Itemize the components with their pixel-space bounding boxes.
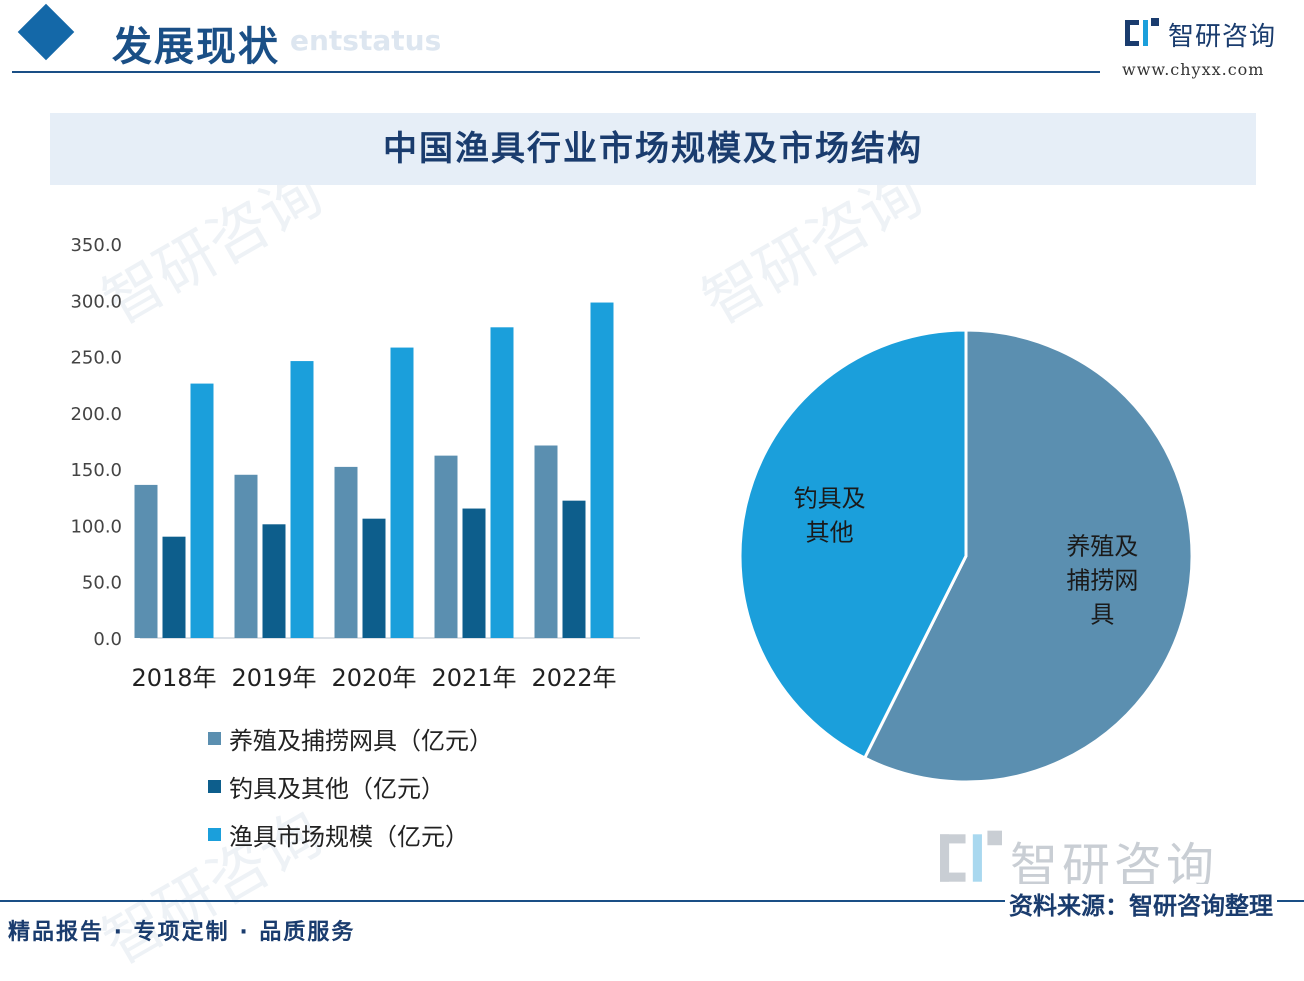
x-tick-label: 2022年: [531, 664, 616, 692]
bar-2: [362, 518, 386, 638]
pie-slice-label: 养殖及捕捞网具: [1066, 532, 1138, 628]
pie-chart: 养殖及捕捞网具 钓具及其他: [738, 328, 1194, 784]
bar-3: [290, 361, 314, 638]
section-subtitle: entstatus: [290, 24, 442, 57]
x-tick-label: 2018年: [131, 664, 216, 692]
bar-3: [190, 383, 214, 638]
bar-3: [590, 302, 614, 638]
header-divider: [12, 71, 1100, 73]
bar-2: [462, 508, 486, 638]
brand-name: 智研咨询: [1168, 22, 1277, 52]
legend-item: 渔具市场规模（亿元）: [208, 810, 493, 858]
chart-title: 中国渔具行业市场规模及市场结构: [383, 129, 923, 169]
bar-chart: 0.0 50.0 100.0 150.0 200.0 250.0 300.0 350.0 201…: [70, 235, 640, 692]
x-tick-label: 2019年: [231, 664, 316, 692]
bar-1: [334, 466, 358, 638]
chart-title-band: [50, 113, 1256, 185]
footer-slogan: 精品报告 · 专项定制 · 品质服务: [8, 920, 356, 945]
brand-logo-icon: [1125, 18, 1159, 46]
legend-label: 渔具市场规模（亿元）: [229, 822, 469, 851]
bar-1: [134, 484, 158, 638]
y-tick-label: 50.0: [82, 573, 122, 594]
footer-divider: [0, 900, 1304, 902]
legend-label: 养殖及捕捞网具（亿元）: [229, 726, 493, 755]
y-tick-label: 0.0: [93, 629, 122, 650]
section-title: 发展现状: [112, 23, 280, 70]
bar-2: [262, 524, 286, 638]
bar-1: [434, 455, 458, 638]
pie-slice: [862, 328, 1194, 784]
x-tick-label: 2020年: [331, 664, 416, 692]
bar-1: [234, 474, 258, 638]
legend-swatch: [208, 731, 221, 745]
brand-url: www.chyxx.com: [1122, 60, 1265, 79]
legend-label: 钓具及其他（亿元）: [229, 774, 445, 803]
y-tick-label: 350.0: [70, 235, 122, 256]
y-tick-label: 150.0: [70, 460, 122, 481]
bar-3: [390, 347, 414, 638]
y-tick-label: 300.0: [70, 291, 122, 312]
legend-item: 养殖及捕捞网具（亿元）: [208, 714, 493, 762]
bar-2: [562, 500, 586, 638]
legend-swatch: [208, 779, 221, 793]
source-note: 资料来源：智研咨询整理: [1005, 884, 1277, 923]
x-tick-label: 2021年: [431, 664, 516, 692]
legend-item: 钓具及其他（亿元）: [208, 762, 493, 810]
y-tick-label: 100.0: [70, 516, 122, 537]
bar-2: [162, 536, 186, 638]
header-diamond-icon: [17, 3, 75, 61]
footer-logo-icon: [940, 830, 1002, 882]
pie-slice: [738, 328, 968, 761]
y-tick-label: 250.0: [70, 348, 122, 369]
bar-3: [490, 327, 514, 638]
bar-1: [534, 445, 558, 638]
y-tick-label: 200.0: [70, 404, 122, 425]
chart-legend: 养殖及捕捞网具（亿元） 钓具及其他（亿元） 渔具市场规模（亿元）: [208, 714, 493, 858]
pie-slice-label: 钓具及其他: [794, 485, 866, 547]
legend-swatch: [208, 827, 221, 841]
